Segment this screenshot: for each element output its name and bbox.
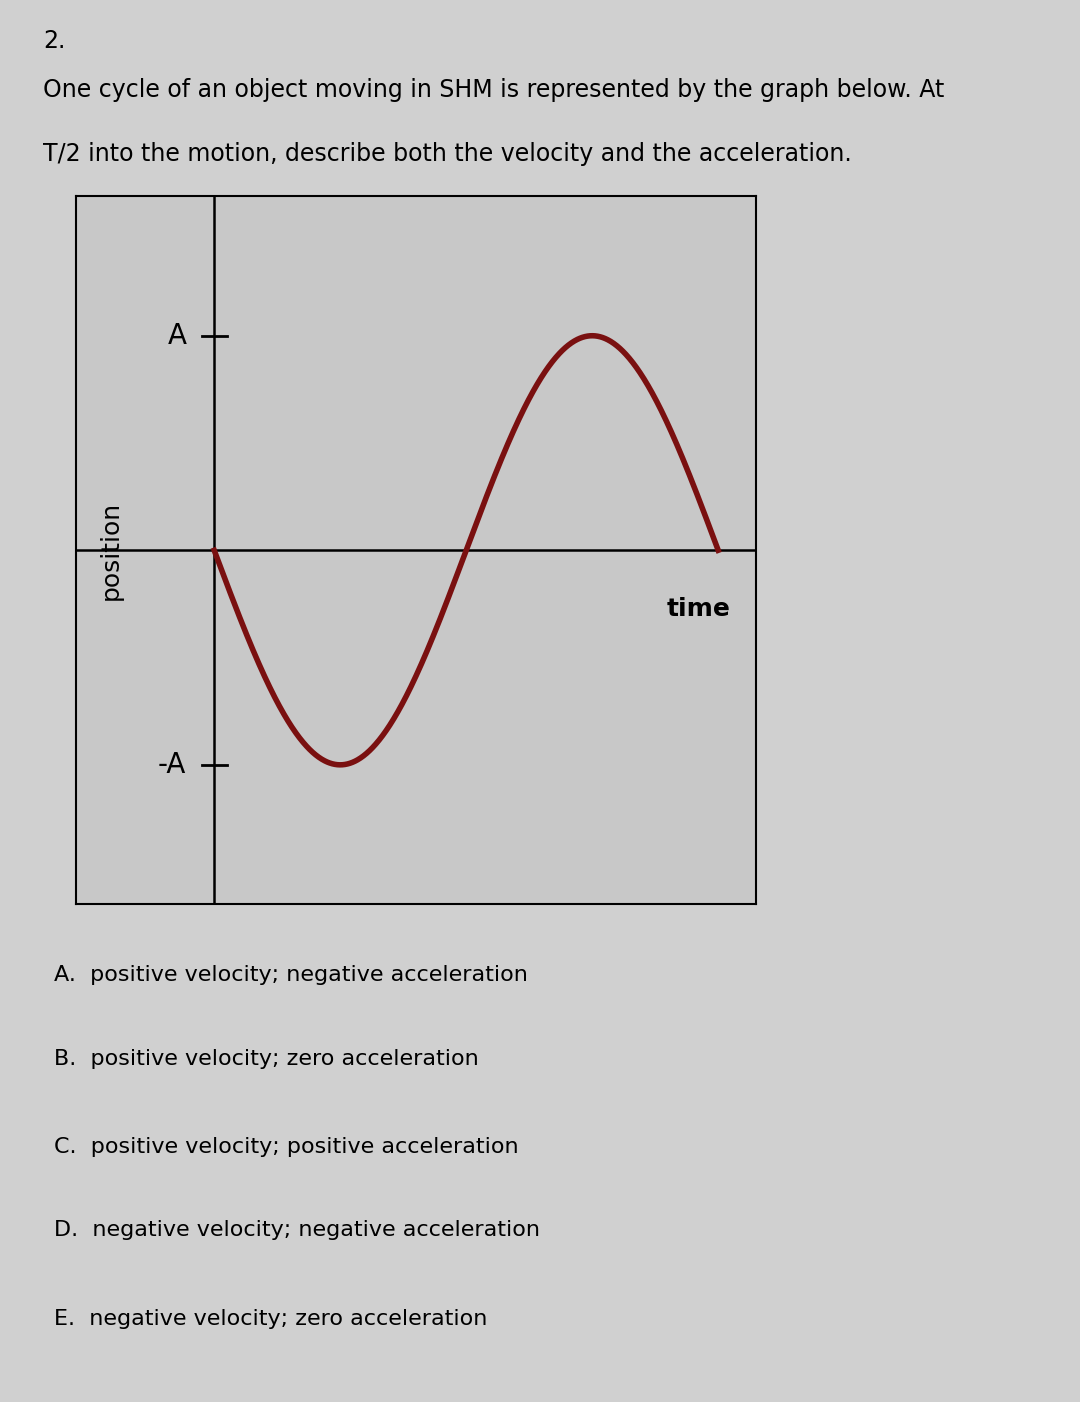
Text: C.  positive velocity; positive acceleration: C. positive velocity; positive accelerat… bbox=[54, 1137, 518, 1157]
Text: One cycle of an object moving in SHM is represented by the graph below. At: One cycle of an object moving in SHM is … bbox=[43, 77, 945, 102]
Text: T/2 into the motion, describe both the velocity and the acceleration.: T/2 into the motion, describe both the v… bbox=[43, 142, 852, 165]
Text: A: A bbox=[167, 321, 187, 349]
Text: D.  negative velocity; negative acceleration: D. negative velocity; negative accelerat… bbox=[54, 1220, 540, 1241]
Text: B.  positive velocity; zero acceleration: B. positive velocity; zero acceleration bbox=[54, 1049, 478, 1068]
Text: 2.: 2. bbox=[43, 28, 66, 53]
Text: A.  positive velocity; negative acceleration: A. positive velocity; negative accelerat… bbox=[54, 965, 528, 986]
Text: -A: -A bbox=[158, 751, 187, 780]
Text: E.  negative velocity; zero acceleration: E. negative velocity; zero acceleration bbox=[54, 1308, 487, 1329]
Text: position: position bbox=[99, 501, 123, 600]
Text: time: time bbox=[667, 597, 731, 621]
